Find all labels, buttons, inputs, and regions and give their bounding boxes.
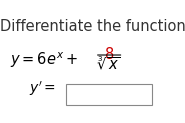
Text: $y = 6e^{x} +$: $y = 6e^{x} +$ [10, 51, 78, 70]
Text: $\sqrt[3]{x}$: $\sqrt[3]{x}$ [97, 55, 121, 73]
Text: Differentiate the function.: Differentiate the function. [0, 19, 185, 34]
Text: $8$: $8$ [104, 46, 114, 62]
FancyBboxPatch shape [66, 84, 152, 105]
Text: $y' =$: $y' =$ [29, 80, 56, 98]
